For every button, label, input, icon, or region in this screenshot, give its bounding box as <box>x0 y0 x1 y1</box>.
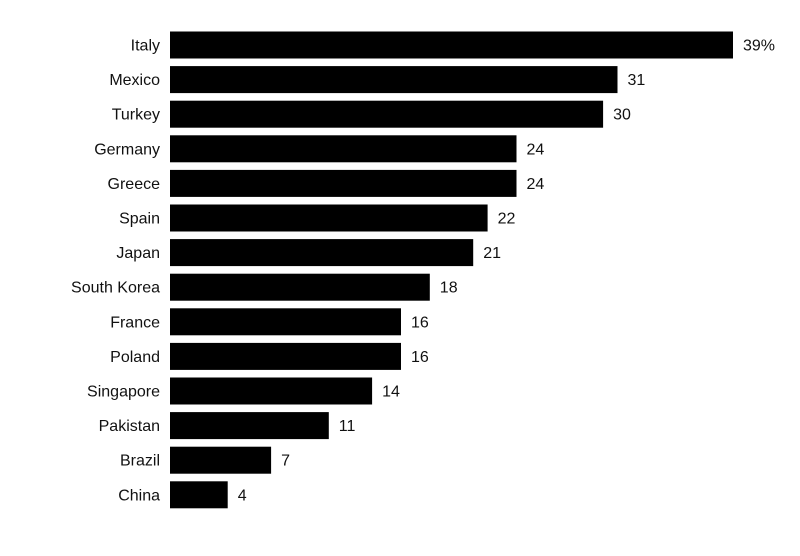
bar-singapore <box>170 377 373 405</box>
category-label-brazil: Brazil <box>120 453 160 470</box>
value-label-poland: 16 <box>411 349 429 366</box>
bar-brazil <box>170 446 272 474</box>
value-label-mexico: 31 <box>628 72 646 89</box>
category-label-spain: Spain <box>119 211 160 228</box>
value-label-china: 4 <box>238 487 247 504</box>
value-label-south-korea: 18 <box>440 280 458 297</box>
category-label-japan: Japan <box>116 245 160 262</box>
bar-south-korea <box>170 273 430 301</box>
value-label-greece: 24 <box>527 176 545 193</box>
bar-japan <box>170 239 474 267</box>
bar-poland <box>170 342 401 370</box>
bar-china <box>170 481 228 509</box>
bar-france <box>170 308 401 336</box>
value-label-pakistan: 11 <box>339 418 356 435</box>
category-label-poland: Poland <box>110 349 160 366</box>
bar-greece <box>170 169 517 197</box>
category-label-germany: Germany <box>94 141 160 158</box>
bar-germany <box>170 135 517 163</box>
category-label-china: China <box>118 487 160 504</box>
category-label-mexico: Mexico <box>109 72 160 89</box>
bars-group <box>170 31 733 509</box>
category-label-greece: Greece <box>108 176 161 193</box>
category-label-turkey: Turkey <box>112 107 160 124</box>
bar-spain <box>170 204 488 232</box>
value-label-germany: 24 <box>527 141 545 158</box>
value-label-japan: 21 <box>483 245 501 262</box>
bar-mexico <box>170 66 618 94</box>
value-label-singapore: 14 <box>382 384 400 401</box>
category-labels-group: Italy Mexico Turkey Germany Greece Spain Japan… <box>71 38 160 505</box>
category-label-singapore: Singapore <box>87 384 160 401</box>
bar-turkey <box>170 100 604 128</box>
category-label-france: France <box>110 314 160 331</box>
value-label-turkey: 30 <box>613 107 631 124</box>
category-label-italy: Italy <box>131 38 160 55</box>
value-label-france: 16 <box>411 314 429 331</box>
bar-italy <box>170 31 733 59</box>
bar-pakistan <box>170 412 329 440</box>
value-labels-group: 39% 31 30 24 24 22 21 18 16 16 14 11 7 4 <box>238 38 775 505</box>
value-label-italy: 39% <box>743 38 775 55</box>
category-label-pakistan: Pakistan <box>99 418 160 435</box>
value-label-brazil: 7 <box>281 453 290 470</box>
value-label-spain: 22 <box>498 211 516 228</box>
category-label-south-korea: South Korea <box>71 280 160 297</box>
